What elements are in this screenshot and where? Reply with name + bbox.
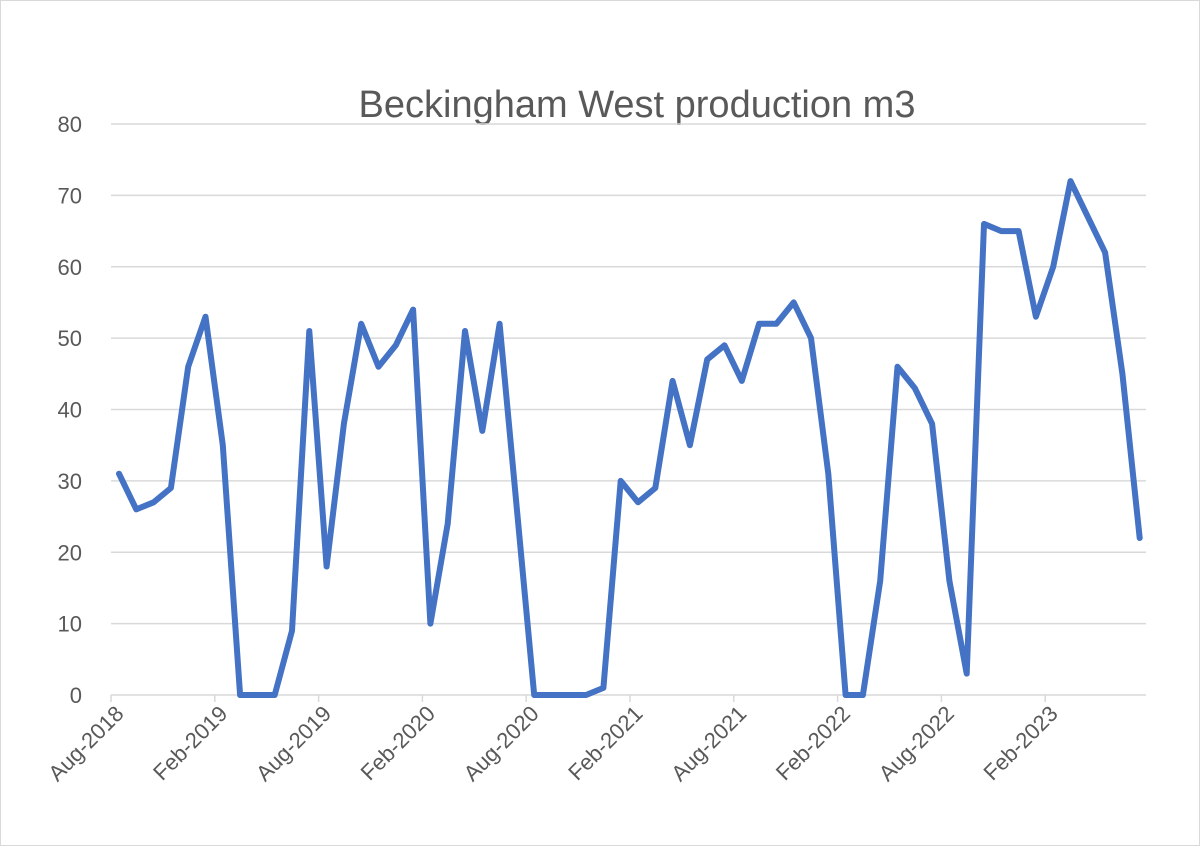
y-axis-tick-labels: 0 10 20 30 40 50 60 70 80 [58,112,82,708]
x-tick-label: Feb-2023 [978,701,1062,785]
x-tick-label: Aug-2019 [251,701,336,786]
x-tick-label: Aug-2021 [666,701,751,786]
y-tick-label: 30 [58,469,82,494]
y-tick-label: 40 [58,398,82,423]
y-tick-label: 0 [70,683,82,708]
x-tick-label: Aug-2022 [874,701,959,786]
x-tick-label: Feb-2021 [563,701,647,785]
x-tick-label: Aug-2020 [459,701,544,786]
y-tick-label: 80 [58,112,82,137]
chart-title: Beckingham West production m3 [359,84,916,126]
x-axis-tick-labels: Aug-2018 Feb-2019 Aug-2019 Feb-2020 Aug-2020… [43,701,1062,786]
x-tick-label: Aug-2018 [43,701,128,786]
y-tick-label: 50 [58,326,82,351]
x-axis [110,694,1146,702]
y-tick-label: 10 [58,612,82,637]
gridlines [111,123,1146,625]
x-tick-label: Feb-2020 [356,701,440,785]
x-tick-label: Feb-2022 [771,701,855,785]
x-tick-label: Feb-2019 [148,701,232,785]
y-tick-label: 20 [58,540,82,565]
y-tick-label: 60 [58,255,82,280]
series-line [116,178,1143,698]
y-tick-label: 70 [58,183,82,208]
series-layer [116,178,1143,698]
